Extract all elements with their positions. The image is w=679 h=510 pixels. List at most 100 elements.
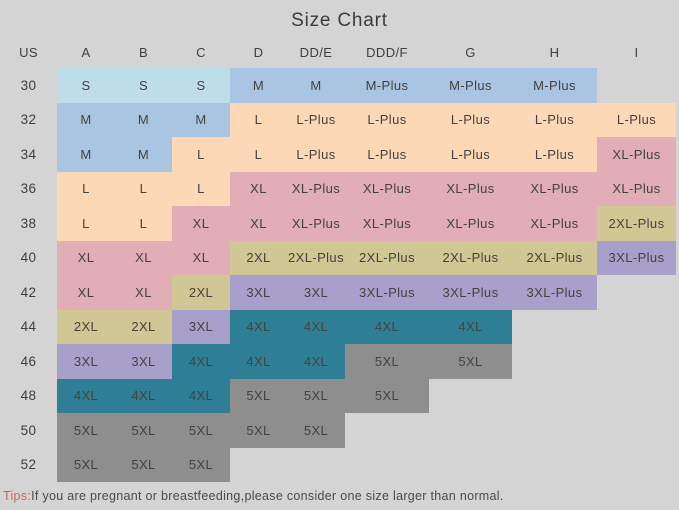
size-cell: 5XL <box>172 413 230 448</box>
row-label: 48 <box>20 388 37 404</box>
row-label: 30 <box>20 77 37 93</box>
size-cell: 3XL-Plus <box>597 240 676 275</box>
size-cell-empty <box>230 448 287 483</box>
size-cell: 4XL <box>57 378 115 413</box>
size-cell: 5XL <box>287 413 345 448</box>
size-cell-empty <box>429 413 512 448</box>
size-cell: L-Plus <box>429 137 512 172</box>
size-cell: M <box>115 102 172 137</box>
size-cell: M <box>172 102 230 137</box>
size-cell: 5XL <box>115 413 172 448</box>
size-cell-empty <box>597 68 676 103</box>
size-cell: L <box>172 171 230 206</box>
size-cell: XL <box>115 240 172 275</box>
size-cell: 2XL <box>115 309 172 344</box>
size-cell: 3XL <box>287 275 345 310</box>
size-cell: L-Plus <box>287 137 345 172</box>
size-cell: XL <box>115 275 172 310</box>
size-cell: 4XL <box>230 344 287 379</box>
size-cell: M <box>57 102 115 137</box>
size-cell: S <box>115 68 172 103</box>
size-cell: 5XL <box>230 413 287 448</box>
size-cell: 4XL <box>287 309 345 344</box>
size-cell: XL-Plus <box>345 171 429 206</box>
size-cell-empty <box>597 413 676 448</box>
size-cell: L <box>230 102 287 137</box>
size-cell: XL <box>172 240 230 275</box>
row-label: 46 <box>20 353 37 369</box>
size-cell: M <box>57 137 115 172</box>
size-cell: 5XL <box>57 447 115 482</box>
row-label: 34 <box>20 146 37 162</box>
size-cell: 3XL <box>230 275 287 310</box>
page-title: Size Chart <box>291 10 388 31</box>
row-label: 36 <box>20 181 37 197</box>
size-cell-empty <box>429 448 512 483</box>
size-cell: L-Plus <box>512 102 597 137</box>
size-cell: 5XL <box>429 344 512 379</box>
size-cell: M-Plus <box>429 68 512 103</box>
column-header: D <box>253 44 264 60</box>
column-header: A <box>81 44 91 60</box>
size-cell: 2XL <box>172 275 230 310</box>
size-cell: L-Plus <box>345 137 429 172</box>
row-label: 44 <box>20 319 37 335</box>
size-cell: L-Plus <box>597 102 676 137</box>
size-cell: XL-Plus <box>512 206 597 241</box>
size-cell: L-Plus <box>287 102 345 137</box>
size-cell: L <box>115 206 172 241</box>
size-cell: XL-Plus <box>287 171 345 206</box>
size-cell: XL <box>57 240 115 275</box>
size-cell: XL-Plus <box>597 171 676 206</box>
size-cell: L <box>57 171 115 206</box>
size-cell-empty <box>512 344 597 379</box>
size-cell: XL <box>172 206 230 241</box>
size-cell: 4XL <box>172 378 230 413</box>
size-cell: 4XL <box>230 309 287 344</box>
size-cell: 5XL <box>287 378 345 413</box>
size-cell: 5XL <box>115 447 172 482</box>
size-cell: 4XL <box>287 344 345 379</box>
size-cell: 4XL <box>345 309 429 344</box>
size-cell: 2XL-Plus <box>512 240 597 275</box>
size-cell: XL-Plus <box>429 206 512 241</box>
size-cell-empty <box>512 310 597 345</box>
size-cell: L <box>230 137 287 172</box>
row-label: 32 <box>20 112 37 128</box>
row-label: 42 <box>20 284 37 300</box>
size-cell-empty <box>597 448 676 483</box>
tips-text: If you are pregnant or breastfeeding,ple… <box>31 489 504 503</box>
size-cell: L <box>115 171 172 206</box>
column-header: DD/E <box>299 44 333 60</box>
size-cell-empty <box>345 448 429 483</box>
size-cell: XL-Plus <box>597 137 676 172</box>
size-cell: 5XL <box>345 344 429 379</box>
size-cell-empty <box>345 413 429 448</box>
size-cell-empty <box>597 379 676 414</box>
size-cell: M-Plus <box>512 68 597 103</box>
size-cell: XL-Plus <box>345 206 429 241</box>
size-cell: 2XL-Plus <box>429 240 512 275</box>
row-label: 50 <box>20 422 37 438</box>
size-cell: 2XL-Plus <box>287 240 345 275</box>
size-cell-empty <box>512 379 597 414</box>
size-cell: S <box>172 68 230 103</box>
size-cell: XL <box>230 171 287 206</box>
size-cell: M <box>287 68 345 103</box>
size-cell-empty <box>597 275 676 310</box>
size-cell-empty <box>597 344 676 379</box>
size-cell: 3XL <box>115 344 172 379</box>
size-cell: XL <box>57 275 115 310</box>
row-label: 40 <box>20 250 37 266</box>
footer-note: Tips:If you are pregnant or breastfeedin… <box>3 489 504 503</box>
size-cell-empty <box>512 413 597 448</box>
column-header: I <box>634 44 639 60</box>
size-cell: 2XL <box>230 240 287 275</box>
size-cell: 4XL <box>115 378 172 413</box>
column-header: C <box>196 44 206 60</box>
size-cell: XL-Plus <box>429 171 512 206</box>
size-cell: XL-Plus <box>287 206 345 241</box>
size-cell: S <box>57 68 115 103</box>
size-cell-empty <box>287 448 345 483</box>
size-cell: 3XL-Plus <box>512 275 597 310</box>
